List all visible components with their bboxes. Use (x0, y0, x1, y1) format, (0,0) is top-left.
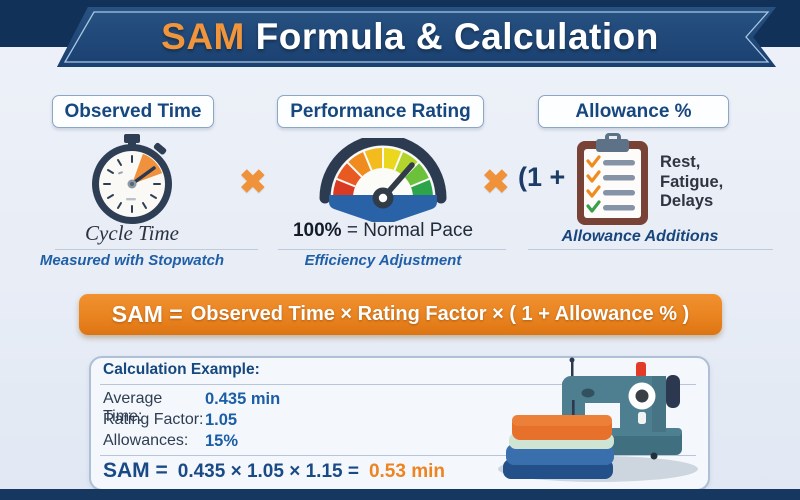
gauge-icon (319, 138, 447, 222)
caption-100-percent: 100% (292, 220, 342, 241)
sewing-machine-illustration (498, 357, 698, 482)
bottom-accent-bar (0, 489, 800, 500)
formula-bar: SAM = Observed Time × Rating Factor × ( … (79, 294, 722, 335)
title-highlight: SAM (161, 16, 245, 57)
subcaption-efficiency: Efficiency Adjustment (304, 252, 462, 269)
row-label: Average Time: (103, 390, 163, 425)
header-performance-rating-label: Performance Rating (290, 100, 471, 122)
divider-col2 (278, 249, 506, 250)
row-label: Rating Factor: (103, 411, 204, 428)
stopwatch-icon (92, 134, 172, 224)
example-result-line: SAM = 0.435 × 1.05 × 1.15 = 0.53 min (103, 459, 445, 483)
formula-lead: SAM = (111, 301, 183, 327)
formula-expression: Observed Time × Rating Factor × ( 1 + Al… (190, 303, 690, 325)
clipboard-icon (577, 133, 648, 225)
row-label: Allowances: (103, 432, 189, 449)
header-allowance: Allowance % (538, 95, 729, 128)
row-value: 0.435 min (205, 390, 281, 408)
header-performance-rating: Performance Rating (277, 95, 484, 128)
result-expression: 0.435 × 1.05 × 1.15 = (177, 461, 359, 482)
example-row-allowances: Allowances: 15% (103, 432, 238, 451)
header-observed-time: Observed Time (52, 95, 214, 128)
page-title: SAM Formula & Calculation (60, 8, 760, 66)
caption-cycle-time: Cycle Time (85, 221, 179, 245)
checklist-labels: Rest, Fatigue, Delays (660, 153, 723, 212)
caption-normal-pace-rest: = Normal Pace (341, 220, 474, 241)
result-lead: SAM = (103, 459, 168, 482)
divider-col1 (55, 249, 258, 250)
ribbon-banner (57, 7, 776, 67)
header-observed-time-label: Observed Time (64, 100, 202, 122)
result-value: 0.53 min (368, 461, 445, 482)
example-divider-bottom (100, 455, 696, 456)
title-rest: Formula & Calculation (244, 16, 659, 57)
example-divider-top (100, 384, 696, 385)
subcaption-measured: Measured with Stopwatch (39, 252, 225, 269)
fabric-stack (503, 415, 614, 479)
checklist-line-fatigue: Fatigue, (660, 172, 724, 191)
example-title: Calculation Example: (103, 361, 260, 378)
checklist-line-delays: Delays (660, 192, 714, 210)
multiply-icon: ✖ (482, 163, 510, 200)
checklist-line-rest: Rest, (660, 153, 701, 171)
caption-normal-pace: 100% = Normal Pace (283, 220, 483, 242)
example-row-rating-factor: Rating Factor: 1.05 (103, 411, 237, 430)
caption-allowance-additions: Allowance Additions (561, 228, 719, 245)
example-row-average-time: Average Time: 0.435 min (103, 390, 280, 426)
divider-col3 (528, 249, 773, 250)
header-allowance-label: Allowance % (575, 100, 692, 122)
open-paren-one-plus: (1 + (518, 162, 566, 192)
row-value: 15% (205, 432, 239, 450)
multiply-icon: ✖ (239, 163, 267, 200)
row-value: 1.05 (205, 411, 238, 429)
